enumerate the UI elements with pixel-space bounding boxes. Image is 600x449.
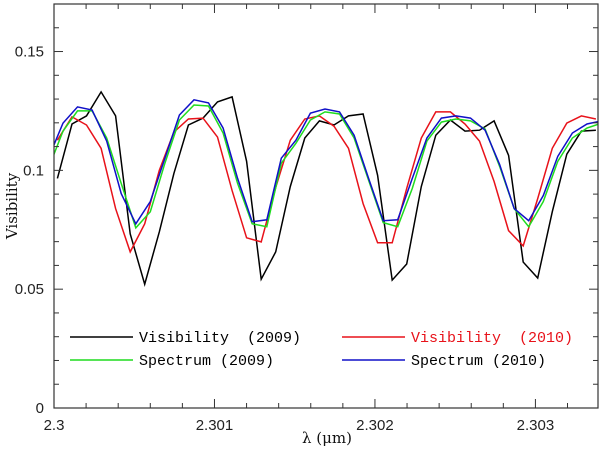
legend-item-1: Visibility (2010) [342, 330, 573, 347]
series-line-0 [56, 90, 596, 287]
x-axis-title: λ (μm) [302, 429, 352, 447]
legend-label: Visibility (2010) [411, 330, 573, 347]
plot-frame [53, 3, 599, 409]
y-tick-label: 0.05 [15, 281, 44, 298]
legend-label: Spectrum (2010) [411, 353, 546, 370]
legend-label: Visibility (2009) [139, 330, 301, 347]
x-tick-label: 2.303 [517, 417, 555, 434]
tick-labels: 2.3 2.301 2.302 2.303 0 0.05 0.1 0.15 [15, 44, 554, 434]
legend-item-0: Visibility (2009) [70, 330, 301, 347]
y-axis-title: Visibility [3, 172, 21, 240]
series-line-2 [54, 104, 598, 230]
y-tick-label: 0 [36, 400, 44, 417]
legend: Visibility (2009) Visibility (2010) Spectr… [70, 330, 573, 370]
legend-item-2: Spectrum (2009) [70, 353, 274, 370]
x-tick-label: 2.301 [196, 417, 234, 434]
x-tick-label: 2.302 [356, 417, 394, 434]
y-tick-label: 0.15 [15, 44, 44, 61]
series-line-1 [56, 111, 597, 254]
series-layer [54, 90, 598, 287]
x-tick-label: 2.3 [44, 417, 65, 434]
legend-label: Spectrum (2009) [139, 353, 274, 370]
y-tick-label: 0.1 [23, 162, 44, 179]
series-line-3 [54, 98, 598, 226]
legend-item-3: Spectrum (2010) [342, 353, 546, 370]
ticks-layer [53, 3, 598, 409]
